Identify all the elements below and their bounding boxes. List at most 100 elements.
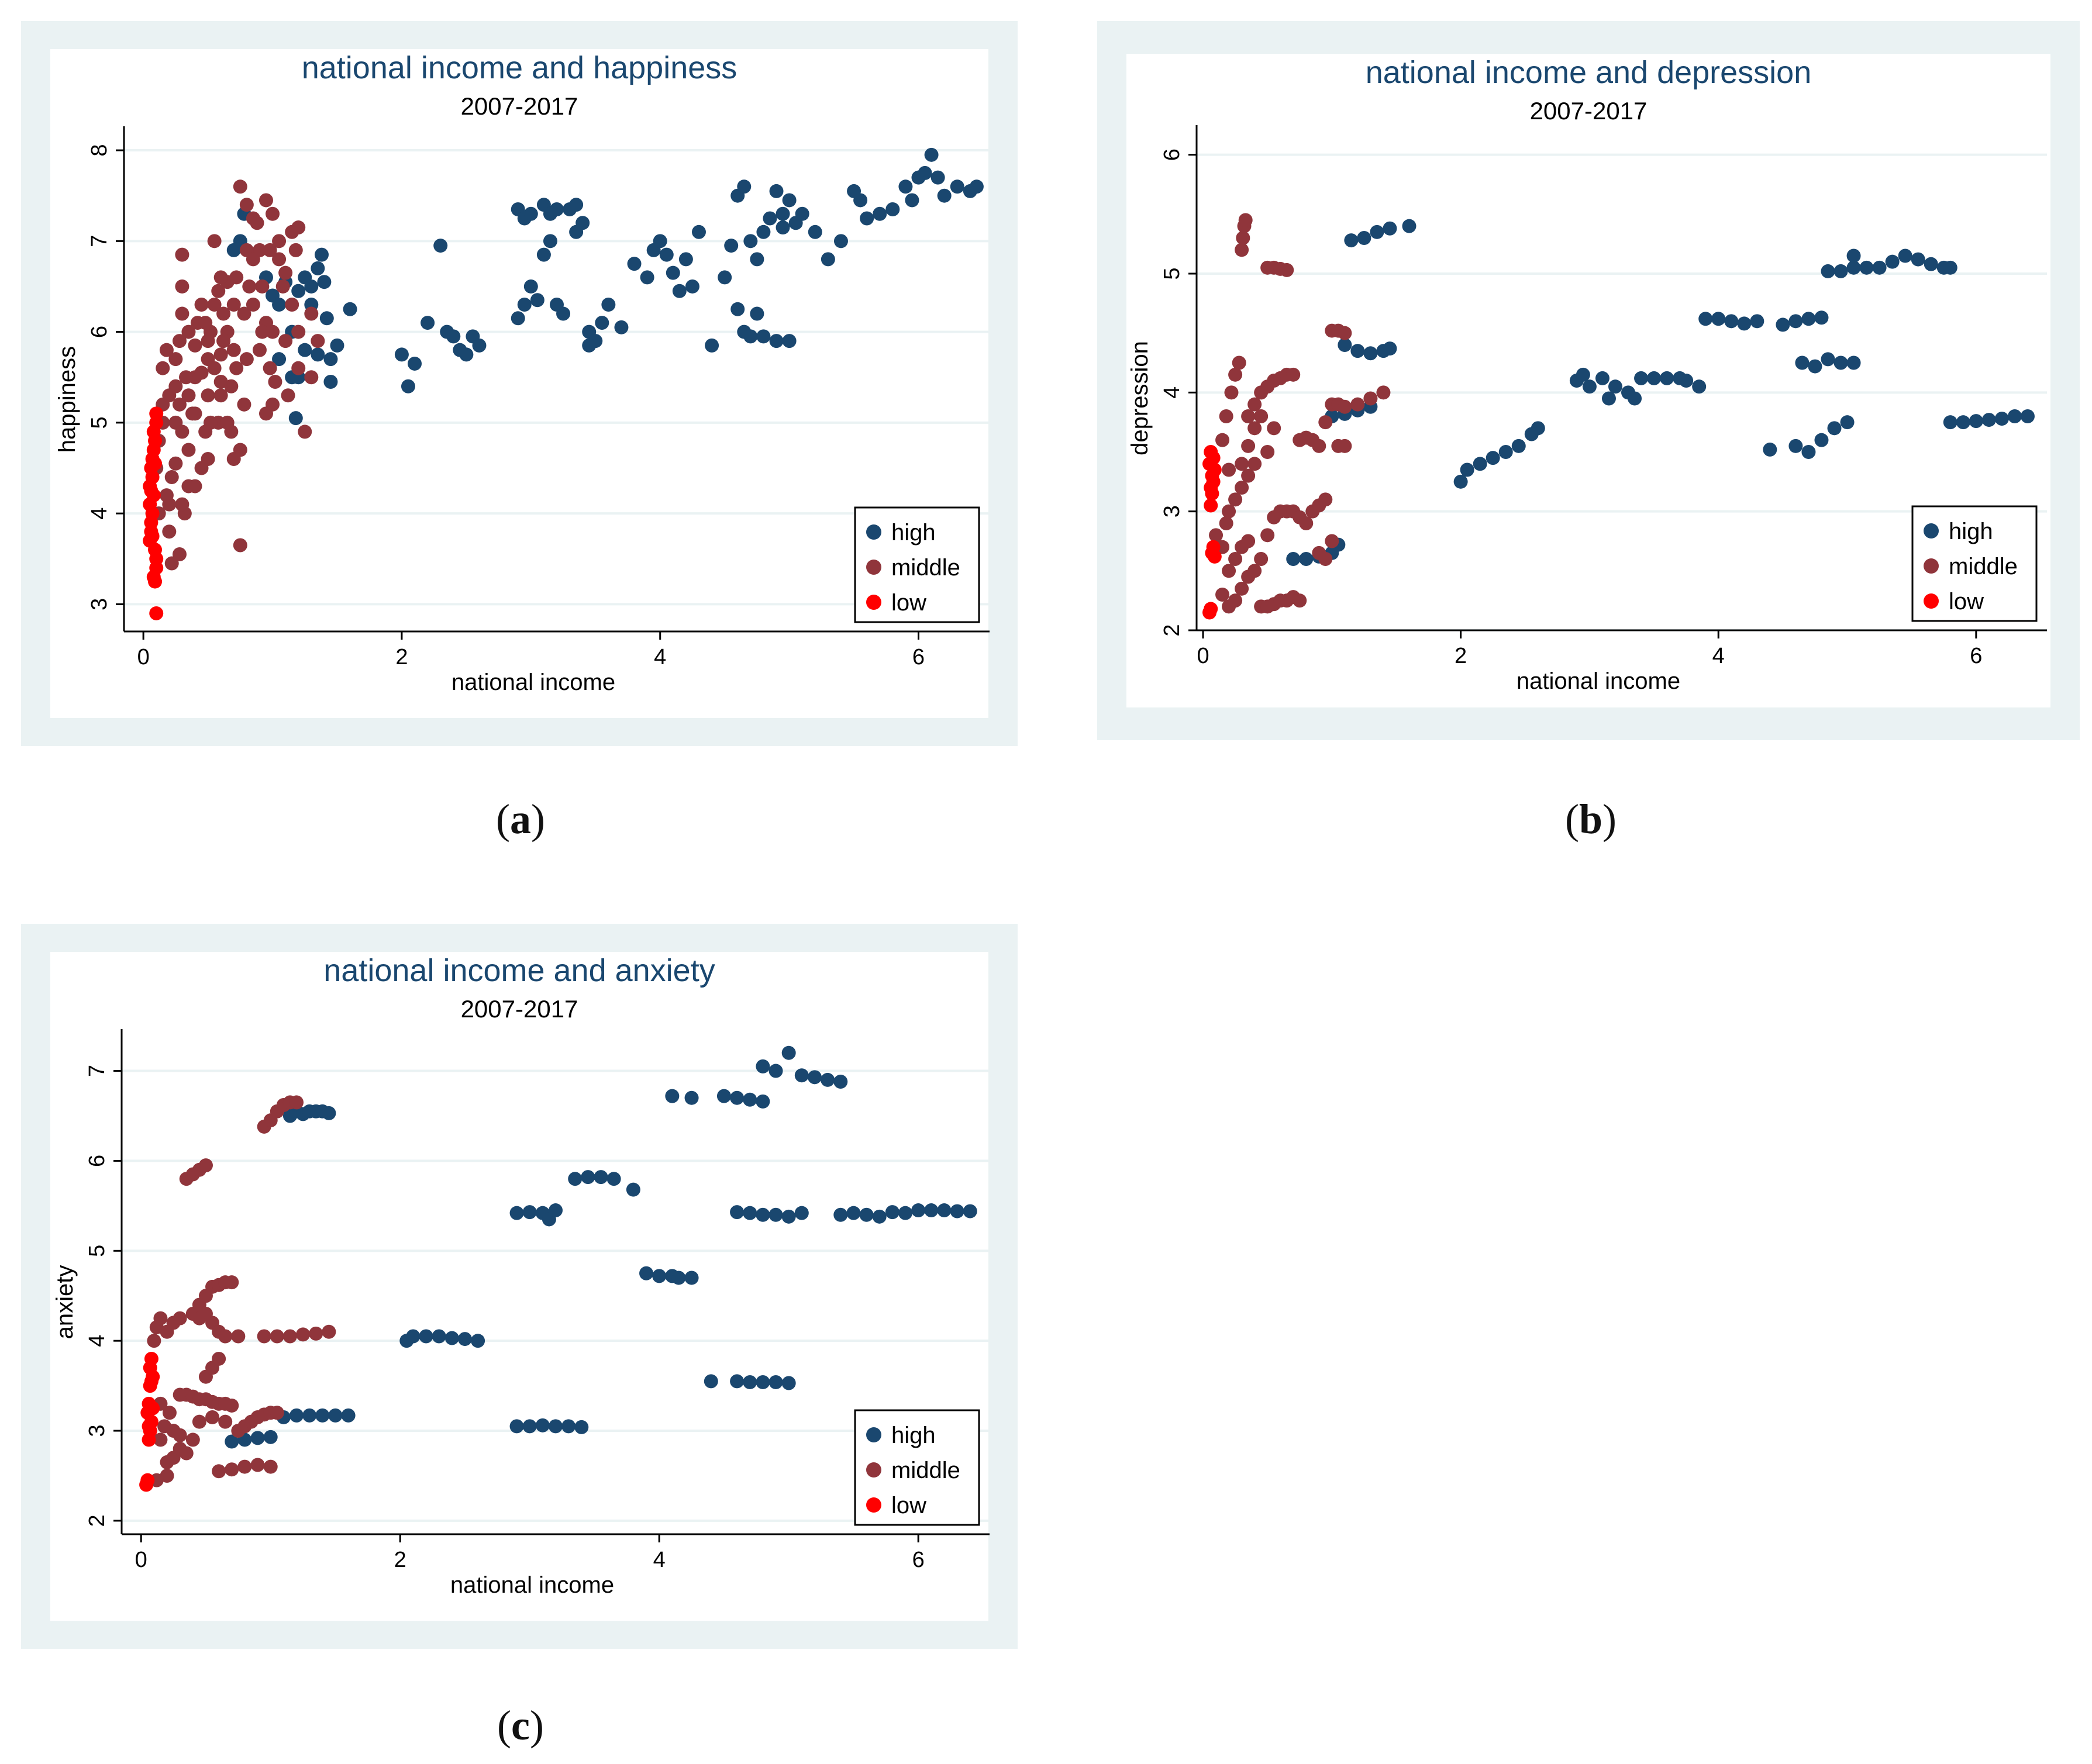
point-low bbox=[142, 1419, 156, 1434]
point-middle bbox=[211, 284, 226, 298]
point-low bbox=[1204, 481, 1218, 495]
point-low bbox=[1206, 451, 1221, 465]
point-high bbox=[716, 1089, 731, 1103]
point-high bbox=[937, 188, 952, 203]
point-high bbox=[756, 225, 771, 239]
point-high bbox=[1498, 445, 1513, 459]
point-middle bbox=[259, 406, 273, 421]
point-high bbox=[511, 311, 525, 326]
point-high bbox=[769, 184, 784, 198]
point-high bbox=[808, 225, 822, 239]
point-high bbox=[1956, 415, 1970, 430]
point-middle bbox=[1241, 439, 1256, 453]
point-middle bbox=[1228, 367, 1243, 382]
point-high bbox=[1363, 346, 1378, 361]
point-middle bbox=[1219, 409, 1233, 423]
point-high bbox=[1814, 310, 1829, 325]
point-high bbox=[1795, 355, 1810, 370]
point-high bbox=[314, 247, 329, 262]
point-middle bbox=[175, 247, 189, 262]
point-high bbox=[1576, 367, 1590, 382]
y-tick-label: 6 bbox=[85, 1155, 109, 1167]
point-high bbox=[1383, 221, 1397, 236]
point-high bbox=[885, 202, 900, 216]
point-high bbox=[769, 334, 784, 348]
point-middle bbox=[181, 443, 196, 457]
point-middle bbox=[194, 298, 209, 312]
point-middle bbox=[173, 1311, 187, 1325]
point-middle bbox=[164, 470, 179, 485]
y-axis-label: happiness bbox=[54, 346, 80, 453]
point-high bbox=[782, 334, 797, 348]
point-high bbox=[556, 306, 571, 321]
x-tick-label: 4 bbox=[653, 1548, 666, 1572]
point-high bbox=[1750, 314, 1764, 329]
point-middle bbox=[225, 1275, 239, 1290]
point-high bbox=[2020, 409, 2035, 423]
point-high bbox=[807, 1070, 822, 1085]
point-middle bbox=[207, 361, 222, 375]
y-tick-label: 4 bbox=[87, 508, 112, 520]
point-high bbox=[963, 1204, 977, 1218]
point-middle bbox=[179, 370, 194, 385]
point-high bbox=[509, 1206, 524, 1220]
point-high bbox=[924, 147, 939, 162]
point-middle bbox=[291, 220, 306, 235]
point-high bbox=[323, 375, 338, 389]
point-middle bbox=[282, 1329, 297, 1344]
point-high bbox=[1724, 314, 1739, 329]
point-middle bbox=[1338, 326, 1352, 340]
point-high bbox=[536, 247, 551, 262]
point-middle bbox=[153, 1432, 168, 1447]
x-tick-label: 0 bbox=[135, 1548, 147, 1572]
point-middle bbox=[168, 352, 183, 367]
point-high bbox=[678, 252, 693, 267]
point-high bbox=[606, 1172, 621, 1186]
point-high bbox=[750, 252, 764, 267]
point-high bbox=[421, 316, 435, 330]
point-middle bbox=[237, 397, 251, 412]
caption-b: (b) bbox=[1564, 796, 1617, 843]
point-middle bbox=[213, 347, 228, 362]
point-high bbox=[756, 1375, 770, 1389]
point-high bbox=[705, 338, 719, 353]
point-high bbox=[898, 179, 913, 194]
point-high bbox=[550, 202, 564, 216]
legend-marker-middle bbox=[1924, 558, 1939, 574]
point-high bbox=[509, 1419, 524, 1434]
point-high bbox=[737, 179, 752, 194]
point-high bbox=[1994, 412, 2009, 426]
chart-subtitle: 2007-2017 bbox=[1530, 97, 1648, 125]
point-high bbox=[549, 1419, 563, 1434]
point-high bbox=[1821, 264, 1835, 278]
point-high bbox=[1788, 314, 1803, 329]
point-high bbox=[459, 347, 474, 362]
point-high bbox=[401, 379, 415, 393]
point-middle bbox=[246, 252, 260, 267]
point-high bbox=[1846, 260, 1861, 275]
point-middle bbox=[216, 334, 231, 348]
point-high bbox=[969, 179, 984, 194]
point-high bbox=[795, 206, 809, 221]
point-high bbox=[768, 1064, 783, 1078]
point-middle bbox=[1235, 581, 1249, 596]
point-middle bbox=[246, 298, 260, 312]
plot-region bbox=[50, 49, 988, 718]
point-high bbox=[225, 1434, 239, 1449]
point-middle bbox=[233, 538, 247, 553]
point-high bbox=[523, 206, 538, 221]
legend-marker-low bbox=[1924, 593, 1939, 609]
point-high bbox=[304, 279, 319, 294]
point-high bbox=[432, 1329, 446, 1344]
legend-marker-high bbox=[866, 524, 881, 540]
point-high bbox=[1531, 421, 1545, 436]
point-high bbox=[666, 265, 680, 280]
point-middle bbox=[233, 179, 247, 194]
point-high bbox=[1872, 260, 1887, 275]
point-low bbox=[149, 406, 164, 421]
point-high bbox=[1776, 317, 1790, 332]
caption-c-letter: c bbox=[511, 1702, 530, 1749]
point-high bbox=[730, 1374, 745, 1389]
point-high bbox=[1711, 312, 1726, 326]
point-middle bbox=[147, 1334, 161, 1348]
